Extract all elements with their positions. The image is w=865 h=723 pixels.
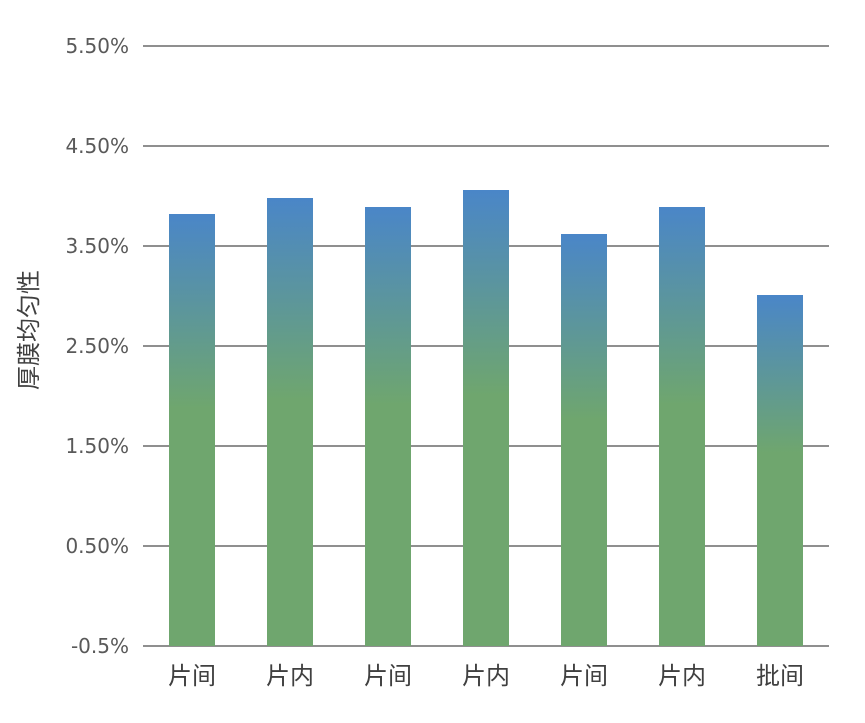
bar-6 <box>757 295 803 646</box>
x-category-label-2: 片间 <box>364 662 412 690</box>
bar-0 <box>169 214 215 646</box>
y-tick-label-1: 4.50% <box>65 134 129 158</box>
x-category-label-1: 片内 <box>266 662 314 690</box>
x-category-label-4: 片间 <box>560 662 608 690</box>
y-tick-labels: 5.50% 4.50% 3.50% 2.50% 1.50% 0.50% -0.5% <box>65 34 129 658</box>
x-category-label-6: 批间 <box>756 662 804 690</box>
x-category-label-5: 片内 <box>658 662 706 690</box>
y-tick-label-5: 0.50% <box>65 534 129 558</box>
x-category-labels: 片间 片内 片间 片内 片间 片内 批间 <box>168 662 804 690</box>
y-tick-label-3: 2.50% <box>65 334 129 358</box>
y-tick-label-0: 5.50% <box>65 34 129 58</box>
bars <box>169 190 803 646</box>
bar-4 <box>561 234 607 646</box>
bar-2 <box>365 207 411 646</box>
y-tick-label-4: 1.50% <box>65 434 129 458</box>
x-category-label-3: 片内 <box>462 662 510 690</box>
y-tick-label-6: -0.5% <box>71 634 129 658</box>
x-category-label-0: 片间 <box>168 662 216 690</box>
y-tick-label-2: 3.50% <box>65 234 129 258</box>
bar-3 <box>463 190 509 646</box>
bar-5 <box>659 207 705 646</box>
bar-1 <box>267 198 313 646</box>
y-axis-title: 厚膜均匀性 <box>15 270 43 390</box>
